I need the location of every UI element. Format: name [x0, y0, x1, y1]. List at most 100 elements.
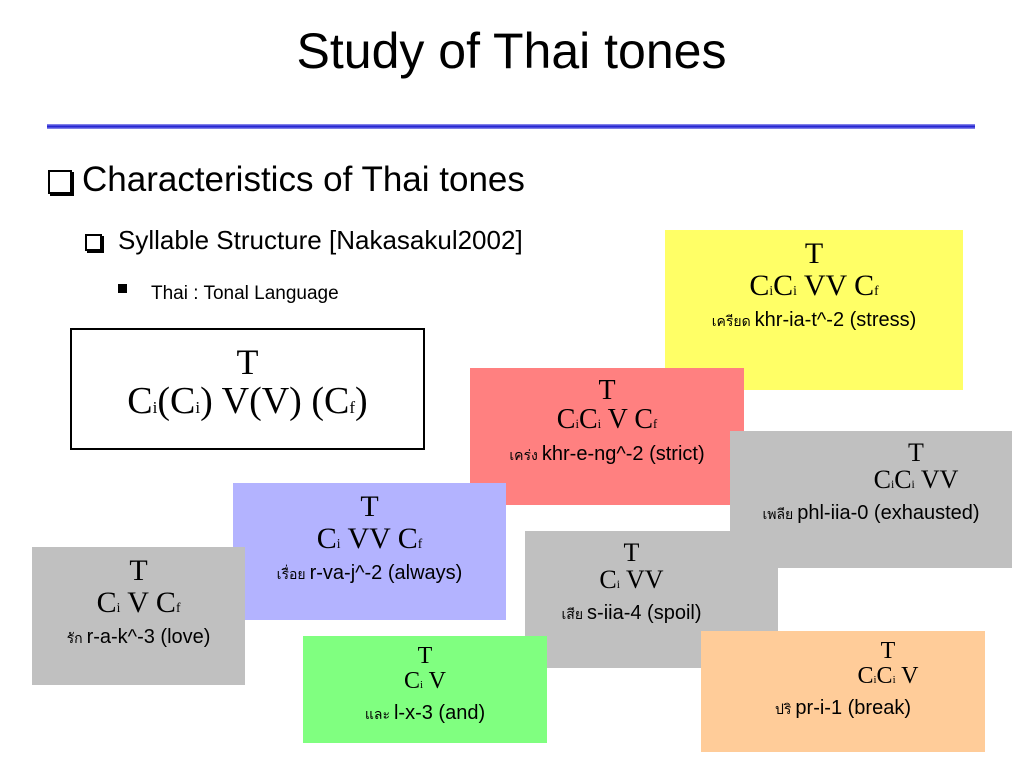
formula-subscript: i	[152, 397, 158, 417]
formula: Ci(Ci) V(V) (Cf)	[72, 379, 423, 422]
romanization: khr-ia-t^-2 (stress)	[754, 309, 917, 331]
thai-word: รัก	[66, 630, 83, 646]
example: เครียด khr-ia-t^-2 (stress)	[665, 309, 963, 333]
thai-word: เสีย	[561, 605, 584, 622]
formula-symbol: C	[749, 268, 770, 302]
bullet-level-1: Characteristics of Thai tones	[48, 160, 525, 200]
formula-subscript: i	[890, 478, 895, 492]
bullet-text: Thai : Tonal Language	[151, 283, 339, 304]
formula-symbol: V	[423, 668, 446, 695]
formula-symbol: C	[404, 668, 421, 695]
title-rule	[47, 124, 975, 129]
formula-symbol: C	[876, 663, 893, 690]
square-bullet-icon	[118, 284, 127, 294]
formula-symbol: C	[894, 465, 912, 495]
formula-subscript: i	[575, 417, 579, 432]
romanization: r-a-k^-3 (love)	[86, 626, 211, 648]
thai-word: ปริ	[775, 701, 792, 718]
formula: CiCi V	[791, 664, 985, 689]
formula: CiCi V Cf	[470, 405, 744, 434]
tone-label: T	[236, 342, 259, 382]
thai-word: และ	[364, 706, 390, 723]
bullet-text: Syllable Structure [Nakasakul2002]	[118, 225, 523, 255]
tone-label: T	[417, 643, 433, 669]
formula-subscript: i	[793, 282, 797, 298]
formula-symbol: VV	[620, 565, 664, 595]
formula-subscript: i	[616, 578, 620, 592]
example-box: T Ci V และ l-x-3 (and)	[303, 636, 547, 743]
tone-label: T	[908, 438, 924, 467]
formula-subscript: i	[116, 599, 121, 615]
example: ปริ pr-i-1 (break)	[701, 697, 985, 721]
formula-symbol: C	[857, 663, 874, 690]
formula-subscript: i	[911, 478, 915, 492]
romanization: khr-e-ng^-2 (strict)	[541, 442, 705, 465]
example: และ l-x-3 (and)	[303, 702, 547, 726]
formula-symbol: V C	[120, 585, 176, 619]
formula-symbol: VV C	[796, 268, 875, 302]
formula-subscript: i	[892, 674, 896, 687]
example: เพลีย phl-iia-0 (exhausted)	[730, 502, 1012, 526]
example-box: T CiCi VV Cf เครียด khr-ia-t^-2 (stress)	[665, 230, 963, 390]
example: รัก r-a-k^-3 (love)	[32, 626, 245, 650]
romanization: l-x-3 (and)	[393, 702, 486, 725]
formula-subscript: f	[349, 397, 356, 417]
formula-symbol: C	[578, 404, 598, 436]
bullet-level-3: Thai : Tonal Language	[118, 283, 339, 305]
thai-word: เรื่อย	[276, 566, 306, 582]
checkbox-icon	[48, 169, 72, 194]
formula-subscript: i	[769, 282, 774, 298]
tone-label: T	[598, 375, 616, 406]
example: เสีย s-iia-4 (spoil)	[525, 602, 738, 626]
formula-subscript: f	[874, 282, 879, 298]
formula: CiCi VV Cf	[665, 268, 963, 302]
formula-subscript: f	[175, 599, 181, 615]
formula-symbol: VV C	[340, 521, 418, 555]
formula-symbol: (C	[157, 379, 196, 422]
formula-symbol: V	[895, 663, 919, 690]
formula: Ci VV	[525, 566, 738, 593]
thai-word: เคร่ง	[509, 446, 538, 463]
formula: Ci V	[303, 669, 547, 694]
example: เคร่ง khr-e-ng^-2 (strict)	[470, 443, 744, 467]
formula-symbol: C	[96, 585, 117, 619]
formula-symbol: C	[316, 521, 337, 555]
formula-symbol: C	[556, 404, 576, 436]
thai-word: เพลีย	[762, 505, 794, 522]
example-box: T Ci V Cf รัก r-a-k^-3 (love)	[32, 547, 245, 685]
checkbox-icon	[85, 233, 102, 251]
formula: Ci V Cf	[32, 585, 245, 619]
bullet-text: Characteristics of Thai tones	[82, 160, 525, 199]
formula-subscript: i	[597, 417, 602, 432]
formula: CiCi VV	[820, 466, 1012, 493]
formula-symbol: VV	[914, 465, 959, 495]
thai-word: เครียด	[711, 313, 751, 329]
tone-label: T	[804, 237, 824, 270]
formula-symbol: ) V(V) (C	[200, 379, 350, 422]
romanization: s-iia-4 (spoil)	[587, 601, 702, 624]
formula-symbol: V C	[601, 404, 654, 436]
bullet-level-2: Syllable Structure [Nakasakul2002]	[85, 225, 523, 256]
formula-symbol: C	[773, 268, 794, 302]
tone-label: T	[880, 638, 896, 664]
formula-subscript: i	[195, 397, 201, 417]
example-box: T Ci VV Cf เรื่อย r-va-j^-2 (always)	[233, 483, 506, 620]
formula-symbol: C	[127, 379, 153, 422]
formula-subscript: f	[417, 535, 423, 551]
formula: Ci VV Cf	[233, 521, 506, 555]
tone-label: T	[623, 538, 640, 567]
formula-symbol: )	[355, 379, 368, 422]
formula-symbol: C	[599, 565, 617, 595]
slide-title: Study of Thai tones	[296, 23, 727, 79]
structure-box: T Ci(Ci) V(V) (Cf)	[70, 328, 425, 450]
formula-subscript: i	[873, 674, 877, 687]
romanization: r-va-j^-2 (always)	[309, 562, 463, 584]
example: เรื่อย r-va-j^-2 (always)	[233, 562, 506, 586]
formula-subscript: f	[653, 417, 658, 432]
example-box: T CiCi V ปริ pr-i-1 (break)	[701, 631, 985, 752]
formula-symbol: C	[873, 465, 891, 495]
romanization: phl-iia-0 (exhausted)	[797, 501, 980, 524]
tone-label: T	[360, 490, 379, 523]
example-box: T CiCi V Cf เคร่ง khr-e-ng^-2 (strict)	[470, 368, 744, 505]
